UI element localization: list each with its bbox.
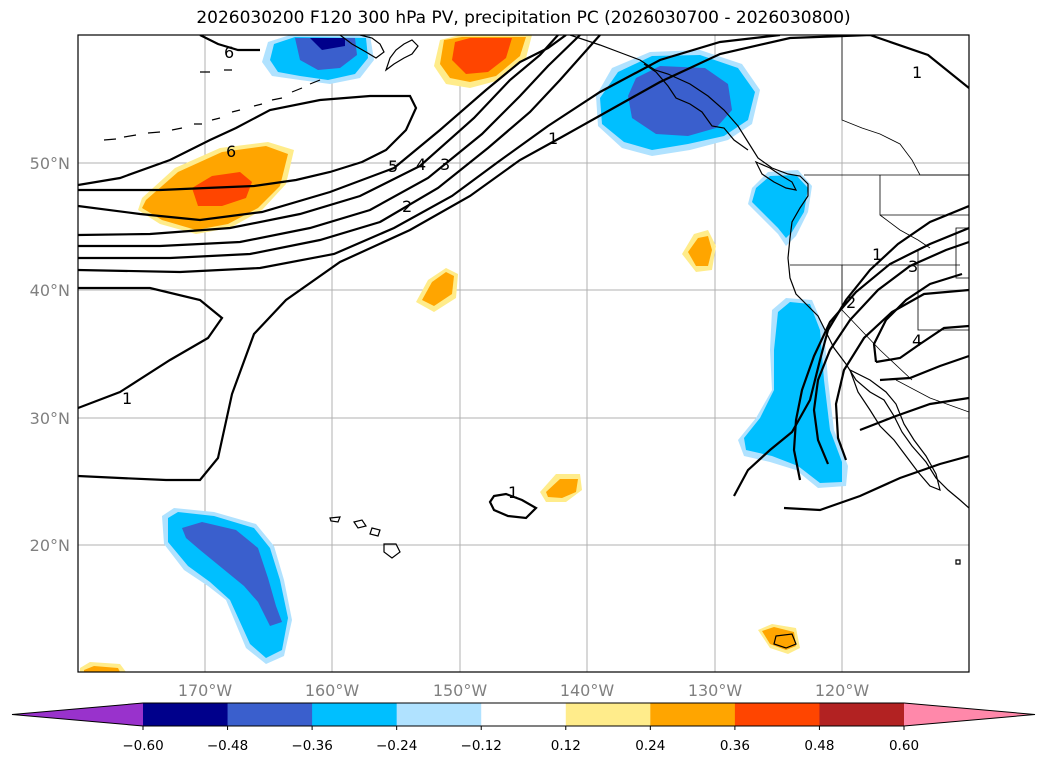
map-title: 2026030200 F120 300 hPa PV, precipitatio… <box>196 8 851 28</box>
colorbar-segment <box>227 703 313 726</box>
latitude-labels: 50°N 40°N 30°N 20°N <box>30 154 70 555</box>
lat-label: 20°N <box>30 536 70 555</box>
colorbar-tick-label: −0.36 <box>291 738 332 754</box>
colorbar-segment <box>143 703 229 726</box>
contour-label: 1 <box>548 129 558 148</box>
colorbar-tick-label: 0.12 <box>551 738 581 754</box>
map-area: 6 6 5 4 3 2 1 1 1 1 1 2 3 4 <box>78 35 969 672</box>
contour-label: 1 <box>912 63 922 82</box>
coastlines <box>103 35 969 649</box>
contour-label: 1 <box>872 245 882 264</box>
colorbar-segment <box>565 703 651 726</box>
contour-label: 6 <box>226 142 236 161</box>
colorbar-extend-high <box>904 703 1035 726</box>
map-frame <box>77 34 970 673</box>
longitude-labels: 170°W 160°W 150°W 140°W 130°W 120°W <box>178 681 870 700</box>
lat-label: 30°N <box>30 409 70 428</box>
contour-label: 1 <box>122 389 132 408</box>
contour-label: 5 <box>388 157 398 176</box>
contour-label: 1 <box>508 483 518 502</box>
colorbar: −0.60 −0.48 −0.36 −0.24 −0.12 0.12 0.24 0.36 0.4… <box>11 702 1036 754</box>
lon-label: 170°W <box>178 681 233 700</box>
colorbar-segment <box>396 703 482 726</box>
colorbar-segment <box>734 703 820 726</box>
colorbar-tick-label: −0.24 <box>376 738 417 754</box>
lon-label: 140°W <box>560 681 615 700</box>
contour-label: 3 <box>440 155 450 174</box>
contour-label: 4 <box>912 331 922 350</box>
colorbar-segment <box>312 703 398 726</box>
lon-label: 130°W <box>688 681 743 700</box>
contour-label: 6 <box>224 43 234 62</box>
lat-label: 40°N <box>30 281 70 300</box>
borders <box>790 35 969 413</box>
contour-label: 3 <box>908 257 918 276</box>
colorbar-segment <box>481 703 567 726</box>
colorbar-tick-label: 0.48 <box>804 738 834 754</box>
contour-label: 2 <box>846 293 856 312</box>
colorbar-tick-label: 0.60 <box>889 738 919 754</box>
lon-label: 120°W <box>815 681 870 700</box>
precip-shading <box>80 35 848 672</box>
lon-label: 150°W <box>433 681 488 700</box>
colorbar-segment <box>819 703 905 726</box>
contour-label: 2 <box>402 197 412 216</box>
pv-contours <box>78 35 969 520</box>
colorbar-segment <box>650 703 736 726</box>
colorbar-tick-label: −0.48 <box>207 738 248 754</box>
lat-label: 50°N <box>30 154 70 173</box>
colorbar-tick-label: −0.12 <box>461 738 502 754</box>
colorbar-tick-label: 0.36 <box>720 738 750 754</box>
contour-label: 4 <box>416 155 426 174</box>
contour-labels: 6 6 5 4 3 2 1 1 1 1 1 2 3 4 <box>122 43 922 502</box>
colorbar-tick-label: −0.60 <box>122 738 163 754</box>
colorbar-tick-label: 0.24 <box>635 738 665 754</box>
colorbar-extend-low <box>12 703 143 726</box>
lon-label: 160°W <box>305 681 360 700</box>
